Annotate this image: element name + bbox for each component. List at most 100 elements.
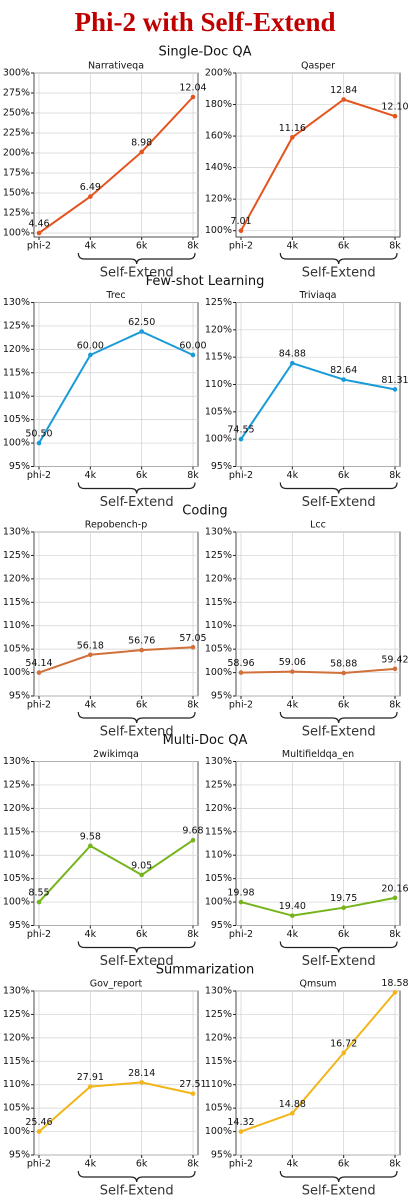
y-tick-label: 115% [3, 1056, 30, 1067]
point [392, 666, 398, 672]
y-tick-label: 175% [3, 168, 30, 179]
data-label: 16.72 [330, 1038, 357, 1049]
group-label: Self-Extend [302, 725, 376, 740]
y-tick-label: 250% [3, 108, 30, 119]
x-tick-label: 6k [338, 929, 350, 940]
x-tick-label: phi-2 [27, 241, 51, 252]
point [238, 899, 244, 905]
x-tick-label: 4k [287, 470, 299, 481]
point [190, 837, 196, 843]
x-tick-label: 6k [136, 700, 148, 711]
data-label: 56.76 [128, 636, 155, 647]
y-tick-label: 95% [9, 920, 30, 931]
y-tick-label: 120% [205, 573, 232, 584]
data-label: 19.98 [227, 888, 254, 899]
data-label: 60.00 [77, 340, 104, 351]
group-brace [279, 711, 398, 724]
x-tick-label: phi-2 [229, 700, 253, 711]
x-tick-label: phi-2 [229, 470, 253, 481]
y-tick-label: 95% [211, 691, 232, 702]
data-label: 11.16 [279, 123, 306, 134]
y-tick-label: 120% [3, 803, 30, 814]
x-tick-label: phi-2 [27, 700, 51, 711]
y-tick-label: 120% [205, 194, 232, 205]
plot-area [235, 761, 401, 926]
y-tick-label: 120% [205, 324, 232, 335]
x-tick-label: 8k [187, 1159, 199, 1170]
data-label: 50.50 [25, 429, 52, 440]
group-brace [279, 252, 398, 265]
y-tick-label: 140% [205, 162, 232, 173]
x-tick-label: 8k [389, 929, 401, 940]
chart-title: 2wikimqa [93, 749, 139, 760]
chart-title: Trec [105, 290, 125, 301]
point [88, 652, 93, 658]
y-tick-label: 110% [3, 850, 30, 861]
point [290, 913, 295, 918]
point [392, 990, 398, 995]
group-label: Self-Extend [100, 1184, 174, 1199]
y-tick-label: 100% [3, 1126, 30, 1137]
data-label: 56.18 [77, 640, 104, 651]
point [36, 899, 42, 905]
point [290, 669, 295, 674]
x-tick-label: 4k [85, 1159, 97, 1170]
point [290, 360, 295, 366]
y-tick-label: 95% [211, 1150, 232, 1161]
section-title: Coding [182, 504, 227, 519]
data-label: 20.16 [381, 883, 408, 894]
y-tick-label: 130% [3, 297, 30, 308]
y-tick-label: 105% [205, 1103, 232, 1114]
y-tick-label: 100% [3, 667, 30, 678]
x-tick-label: 8k [187, 700, 199, 711]
point [139, 1080, 144, 1085]
x-tick-label: 6k [136, 470, 148, 481]
y-tick-label: 105% [3, 644, 30, 655]
x-tick-label: phi-2 [27, 1159, 51, 1170]
data-label: 58.88 [330, 659, 357, 670]
y-tick-label: 125% [3, 550, 30, 561]
point [36, 670, 42, 675]
y-tick-label: 100% [205, 897, 232, 908]
y-tick-label: 200% [3, 148, 30, 159]
line [38, 839, 194, 903]
x-tick-label: 4k [85, 929, 97, 940]
y-tick-label: 130% [3, 527, 30, 538]
point [392, 113, 398, 119]
x-tick-label: 6k [136, 1159, 148, 1170]
y-tick-label: 125% [205, 550, 232, 561]
data-label: 9.05 [131, 860, 152, 871]
y-tick-label: 115% [3, 597, 30, 608]
y-tick-label: 105% [3, 414, 30, 425]
x-tick-label: 4k [287, 1159, 299, 1170]
point [190, 94, 196, 100]
y-tick-label: 95% [9, 1150, 30, 1161]
y-tick-label: 115% [205, 1056, 232, 1067]
x-tick-label: 4k [85, 470, 97, 481]
group-label: Self-Extend [302, 266, 376, 281]
data-label: 14.32 [227, 1117, 254, 1128]
y-tick-label: 125% [3, 208, 30, 219]
data-label: 19.40 [279, 901, 306, 912]
plot-area [33, 302, 199, 467]
chart-title: Narrativeqa [88, 61, 144, 72]
data-label: 28.14 [128, 1068, 155, 1079]
x-tick-label: 8k [389, 700, 401, 711]
y-tick-label: 120% [205, 1032, 232, 1043]
x-tick-label: phi-2 [229, 929, 253, 940]
x-tick-label: phi-2 [229, 1159, 253, 1170]
y-tick-label: 110% [205, 620, 232, 631]
y-tick-label: 110% [205, 379, 232, 390]
plot-area [33, 531, 199, 697]
group-brace [279, 482, 398, 494]
y-tick-label: 120% [3, 344, 30, 355]
line [38, 1081, 194, 1133]
point [36, 230, 42, 236]
x-tick-label: 4k [85, 700, 97, 711]
y-tick-label: 150% [3, 188, 30, 199]
y-tick-label: 130% [205, 527, 232, 538]
y-tick-label: 115% [205, 352, 232, 363]
data-label: 58.96 [227, 658, 254, 669]
line [240, 361, 396, 440]
point [341, 1050, 346, 1056]
